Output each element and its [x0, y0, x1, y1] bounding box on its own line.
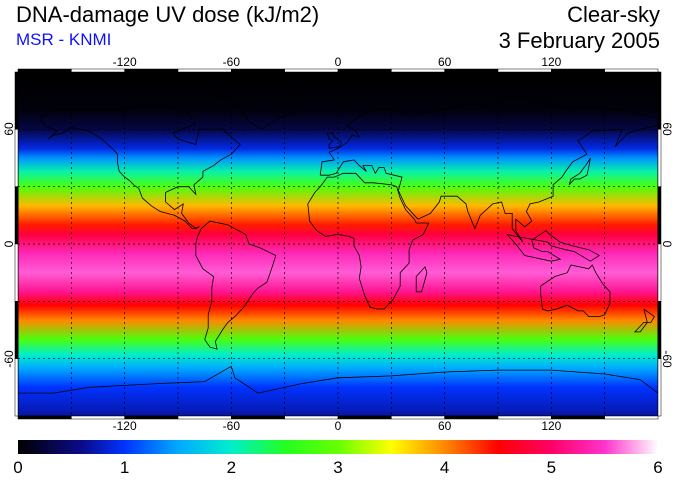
colorbar-tick-label: 6 — [653, 458, 663, 477]
latitude-scale-bar — [14, 358, 19, 417]
new-zealand-coast — [633, 308, 655, 333]
colorbar-tick-label: 5 — [546, 458, 557, 477]
europe-asia-coast — [319, 96, 658, 243]
left-latitude-label: 60 — [2, 122, 16, 137]
longitude-scale-bar — [17, 415, 72, 420]
indonesia-coast — [506, 230, 601, 262]
right-latitude-label: -60 — [660, 349, 674, 368]
longitude-scale-bar — [337, 68, 392, 73]
longitude-scale-bar — [337, 415, 392, 420]
frame-tick-bars — [14, 68, 662, 420]
longitude-scale-bar — [604, 415, 659, 420]
latitude-scale-bar — [14, 243, 19, 302]
south-america-coast — [195, 220, 277, 350]
left-latitude-label: 0 — [2, 240, 16, 248]
data-source-label: MSR - KNMI — [16, 30, 112, 49]
left-latitude-label: -60 — [2, 349, 16, 368]
longitude-scale-bar — [124, 68, 179, 73]
latitude-scale-bar — [14, 129, 19, 187]
latitude-scale-bar — [657, 358, 662, 417]
top-longitude-label: 120 — [541, 55, 562, 69]
colorbar-tick-label: 2 — [226, 458, 237, 477]
latitude-scale-bar — [657, 186, 662, 245]
longitude-scale-bar — [444, 415, 499, 420]
australia-coast — [540, 264, 611, 318]
bottom-longitude-label: -120 — [112, 419, 137, 433]
map-title: DNA-damage UV dose (kJ/m2) — [16, 2, 320, 27]
latitude-scale-bar — [14, 71, 19, 130]
bottom-longitude-label: 60 — [437, 419, 452, 433]
longitude-scale-bar — [71, 68, 125, 73]
graticule — [18, 72, 658, 416]
colorbar-tick-label: 3 — [333, 458, 343, 477]
colorbar — [18, 440, 658, 454]
sky-condition-label: Clear-sky — [567, 2, 660, 27]
japan-coast — [568, 157, 591, 186]
greenland-coast — [212, 84, 303, 130]
top-longitude-label: -60 — [222, 55, 240, 69]
antarctica-coast — [18, 365, 658, 394]
latitude-scale-bar — [657, 129, 662, 187]
right-latitude-label: 60 — [660, 122, 674, 137]
madagascar-coast — [415, 266, 428, 293]
longitude-scale-bar — [551, 68, 605, 73]
colorbar-tick-label: 4 — [439, 458, 450, 477]
longitude-scale-bar — [391, 68, 445, 73]
longitude-scale-bar — [177, 68, 232, 73]
longitude-scale-bar — [284, 415, 339, 420]
latitude-scale-bar — [657, 243, 662, 302]
bottom-longitude-label: 0 — [334, 419, 342, 433]
longitude-scale-bar — [604, 68, 659, 73]
latitude-scale-bar — [657, 71, 662, 130]
longitude-scale-bar — [284, 68, 339, 73]
longitude-scale-bar — [391, 415, 445, 420]
colorbar-tick-label: 1 — [119, 458, 130, 477]
africa-coast — [307, 172, 430, 310]
date-label: 3 February 2005 — [498, 28, 660, 53]
bottom-longitude-label: 120 — [541, 419, 562, 433]
bottom-longitude-label: -60 — [222, 419, 240, 433]
longitude-scale-bar — [17, 68, 72, 73]
colorbar-tick-label: 0 — [13, 458, 23, 477]
top-longitude-label: 0 — [334, 55, 342, 69]
uk-coast — [326, 132, 343, 149]
top-longitude-label: -120 — [112, 55, 137, 69]
latitude-scale-bar — [14, 186, 19, 245]
longitude-scale-bar — [497, 68, 552, 73]
top-longitude-label: 60 — [437, 55, 452, 69]
right-latitude-label: 0 — [660, 240, 674, 248]
longitude-scale-bar — [231, 68, 285, 73]
longitude-scale-bar — [444, 68, 499, 73]
